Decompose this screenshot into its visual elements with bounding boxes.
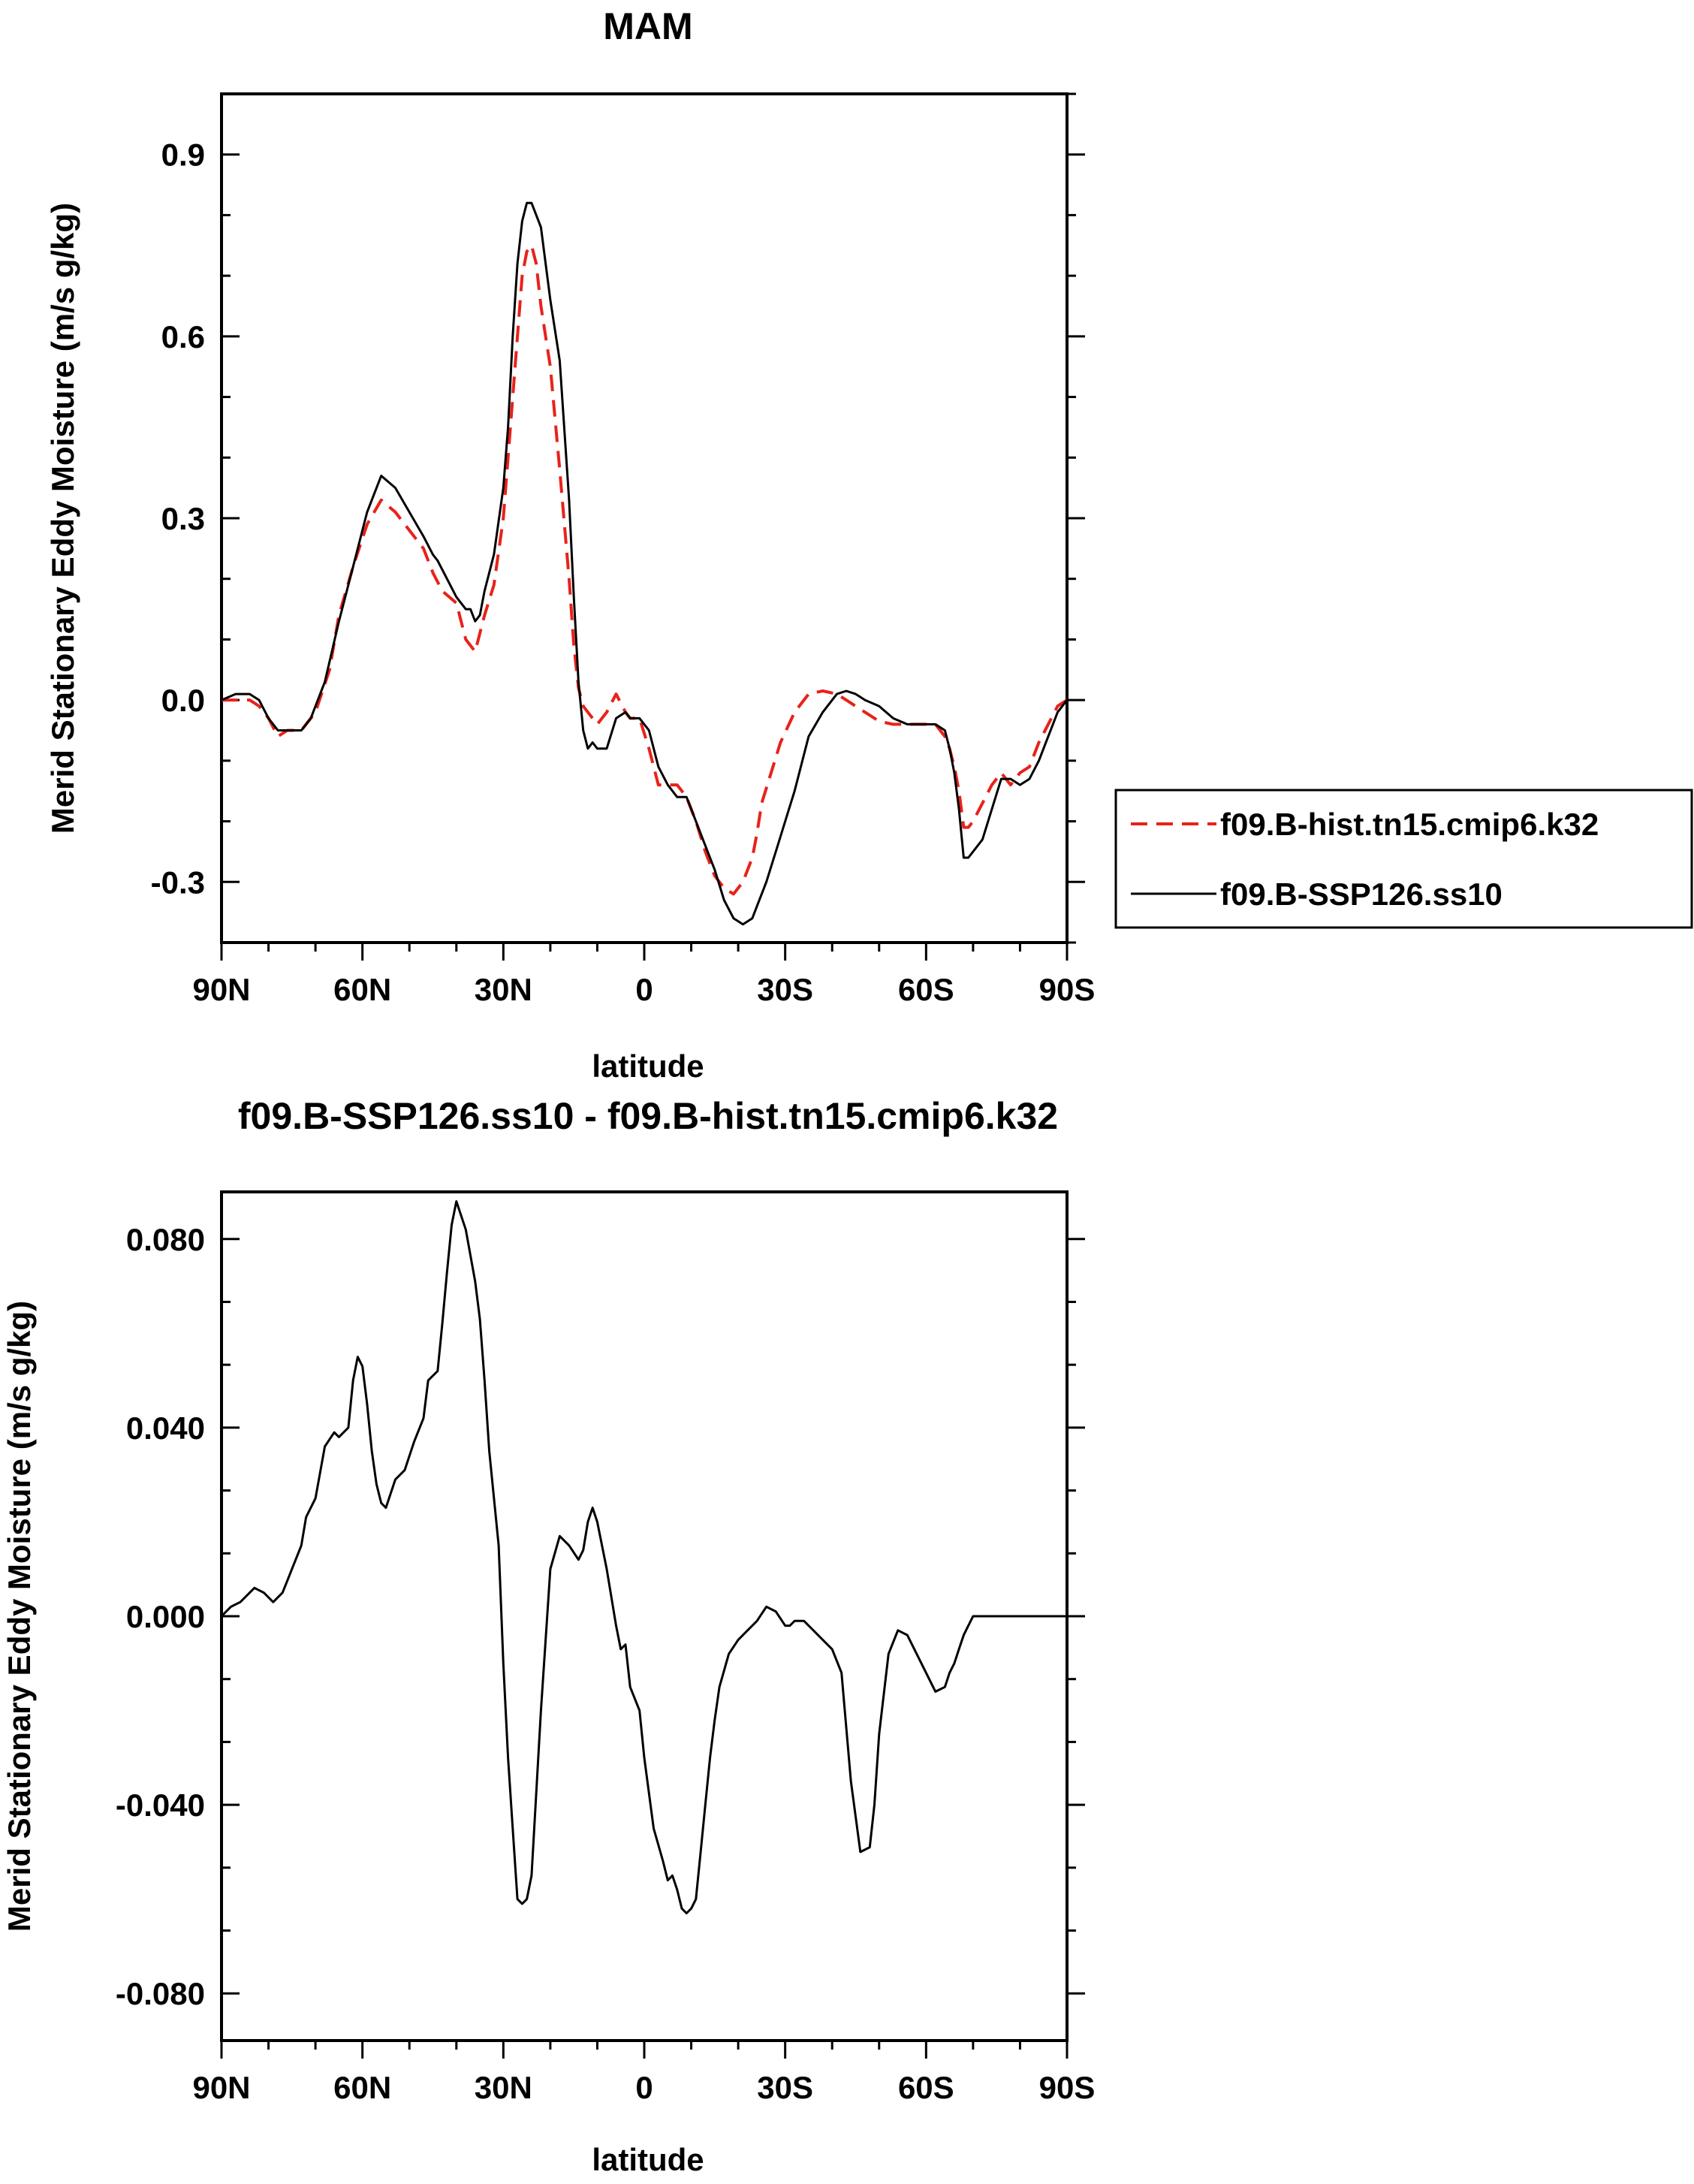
top-x-tick-label: 0 (635, 972, 653, 1007)
top-x-tick-label: 30S (757, 972, 813, 1007)
legend-box (1114, 789, 1693, 929)
bottom-chart-title: f09.B-SSP126.ss10 - f09.B-hist.tn15.cmip… (238, 1095, 1058, 1137)
top-y-tick-label: 0.3 (161, 501, 205, 536)
top-y-tick-label: 0.9 (161, 137, 205, 173)
top-x-tick-label: 90S (1039, 972, 1096, 1007)
top-series-lines (221, 201, 1069, 926)
bottom-y-tick-label: -0.040 (116, 1787, 205, 1823)
bottom-y-tick-label: 0.040 (126, 1410, 205, 1446)
top-x-tick-label: 30N (475, 972, 532, 1007)
top-x-axis-label: latitude (592, 1048, 704, 1084)
bottom-y-ticks: 0.080 0.040 0.000 -0.040 -0.080 (116, 1222, 1085, 2011)
bottom-x-tick-label: 0 (635, 2070, 653, 2105)
bottom-plot-frame (220, 1190, 1069, 2042)
top-y-tick-label: 0.6 (161, 319, 205, 354)
bottom-y-tick-label: 0.000 (126, 1599, 205, 1634)
top-plot-frame (220, 92, 1069, 944)
bottom-x-tick-label: 60S (898, 2070, 954, 2105)
top-y-tick-label: 0.0 (161, 683, 205, 718)
bottom-y-axis-label: Merid Stationary Eddy Moisture (m/s g/kg… (2, 1301, 37, 1932)
bottom-x-tick-label: 90N (192, 2070, 250, 2105)
bottom-y-tick-label: 0.080 (126, 1222, 205, 1257)
top-x-tick-label: 90N (192, 972, 250, 1007)
bottom-x-tick-label: 60N (333, 2070, 391, 2105)
top-panel: MAM 0.9 0.6 0.3 0.0 -0.3 90N 60N 30N 0 30S 60S 90S… (45, 5, 1693, 1084)
top-x-tick-label: 60N (333, 972, 391, 1007)
top-y-tick-label: -0.3 (151, 864, 205, 900)
top-x-ticks: 90N 60N 30N 0 30S 60S 90S (192, 943, 1095, 1007)
top-chart-title: MAM (603, 5, 692, 47)
bottom-series-difference (220, 1200, 1067, 1914)
bottom-series-lines (220, 1200, 1067, 1914)
legend: f09.B-hist.tn15.cmip6.k32 f09.B-SSP126.s… (1114, 789, 1693, 929)
top-y-ticks: 0.9 0.6 0.3 0.0 -0.3 (151, 92, 1085, 944)
top-series-f09-b-ssp126-ss10 (221, 201, 1069, 926)
legend-label-hist: f09.B-hist.tn15.cmip6.k32 (1220, 807, 1599, 842)
bottom-y-tick-label: -0.080 (116, 1976, 205, 2011)
bottom-x-ticks: 90N 60N 30N 0 30S 60S 90S (192, 2041, 1095, 2105)
bottom-x-axis-label: latitude (592, 2142, 704, 2177)
bottom-panel: f09.B-SSP126.ss10 - f09.B-hist.tn15.cmip… (2, 1095, 1095, 2177)
bottom-x-tick-label: 30N (475, 2070, 532, 2105)
top-x-tick-label: 60S (898, 972, 954, 1007)
legend-label-ssp126: f09.B-SSP126.ss10 (1220, 876, 1503, 912)
bottom-x-tick-label: 90S (1039, 2070, 1096, 2105)
top-y-axis-label: Merid Stationary Eddy Moisture (m/s g/kg… (45, 203, 80, 834)
bottom-x-tick-label: 30S (757, 2070, 813, 2105)
top-series-f09-b-hist-tn15-cmip6-k32 (222, 243, 1069, 896)
